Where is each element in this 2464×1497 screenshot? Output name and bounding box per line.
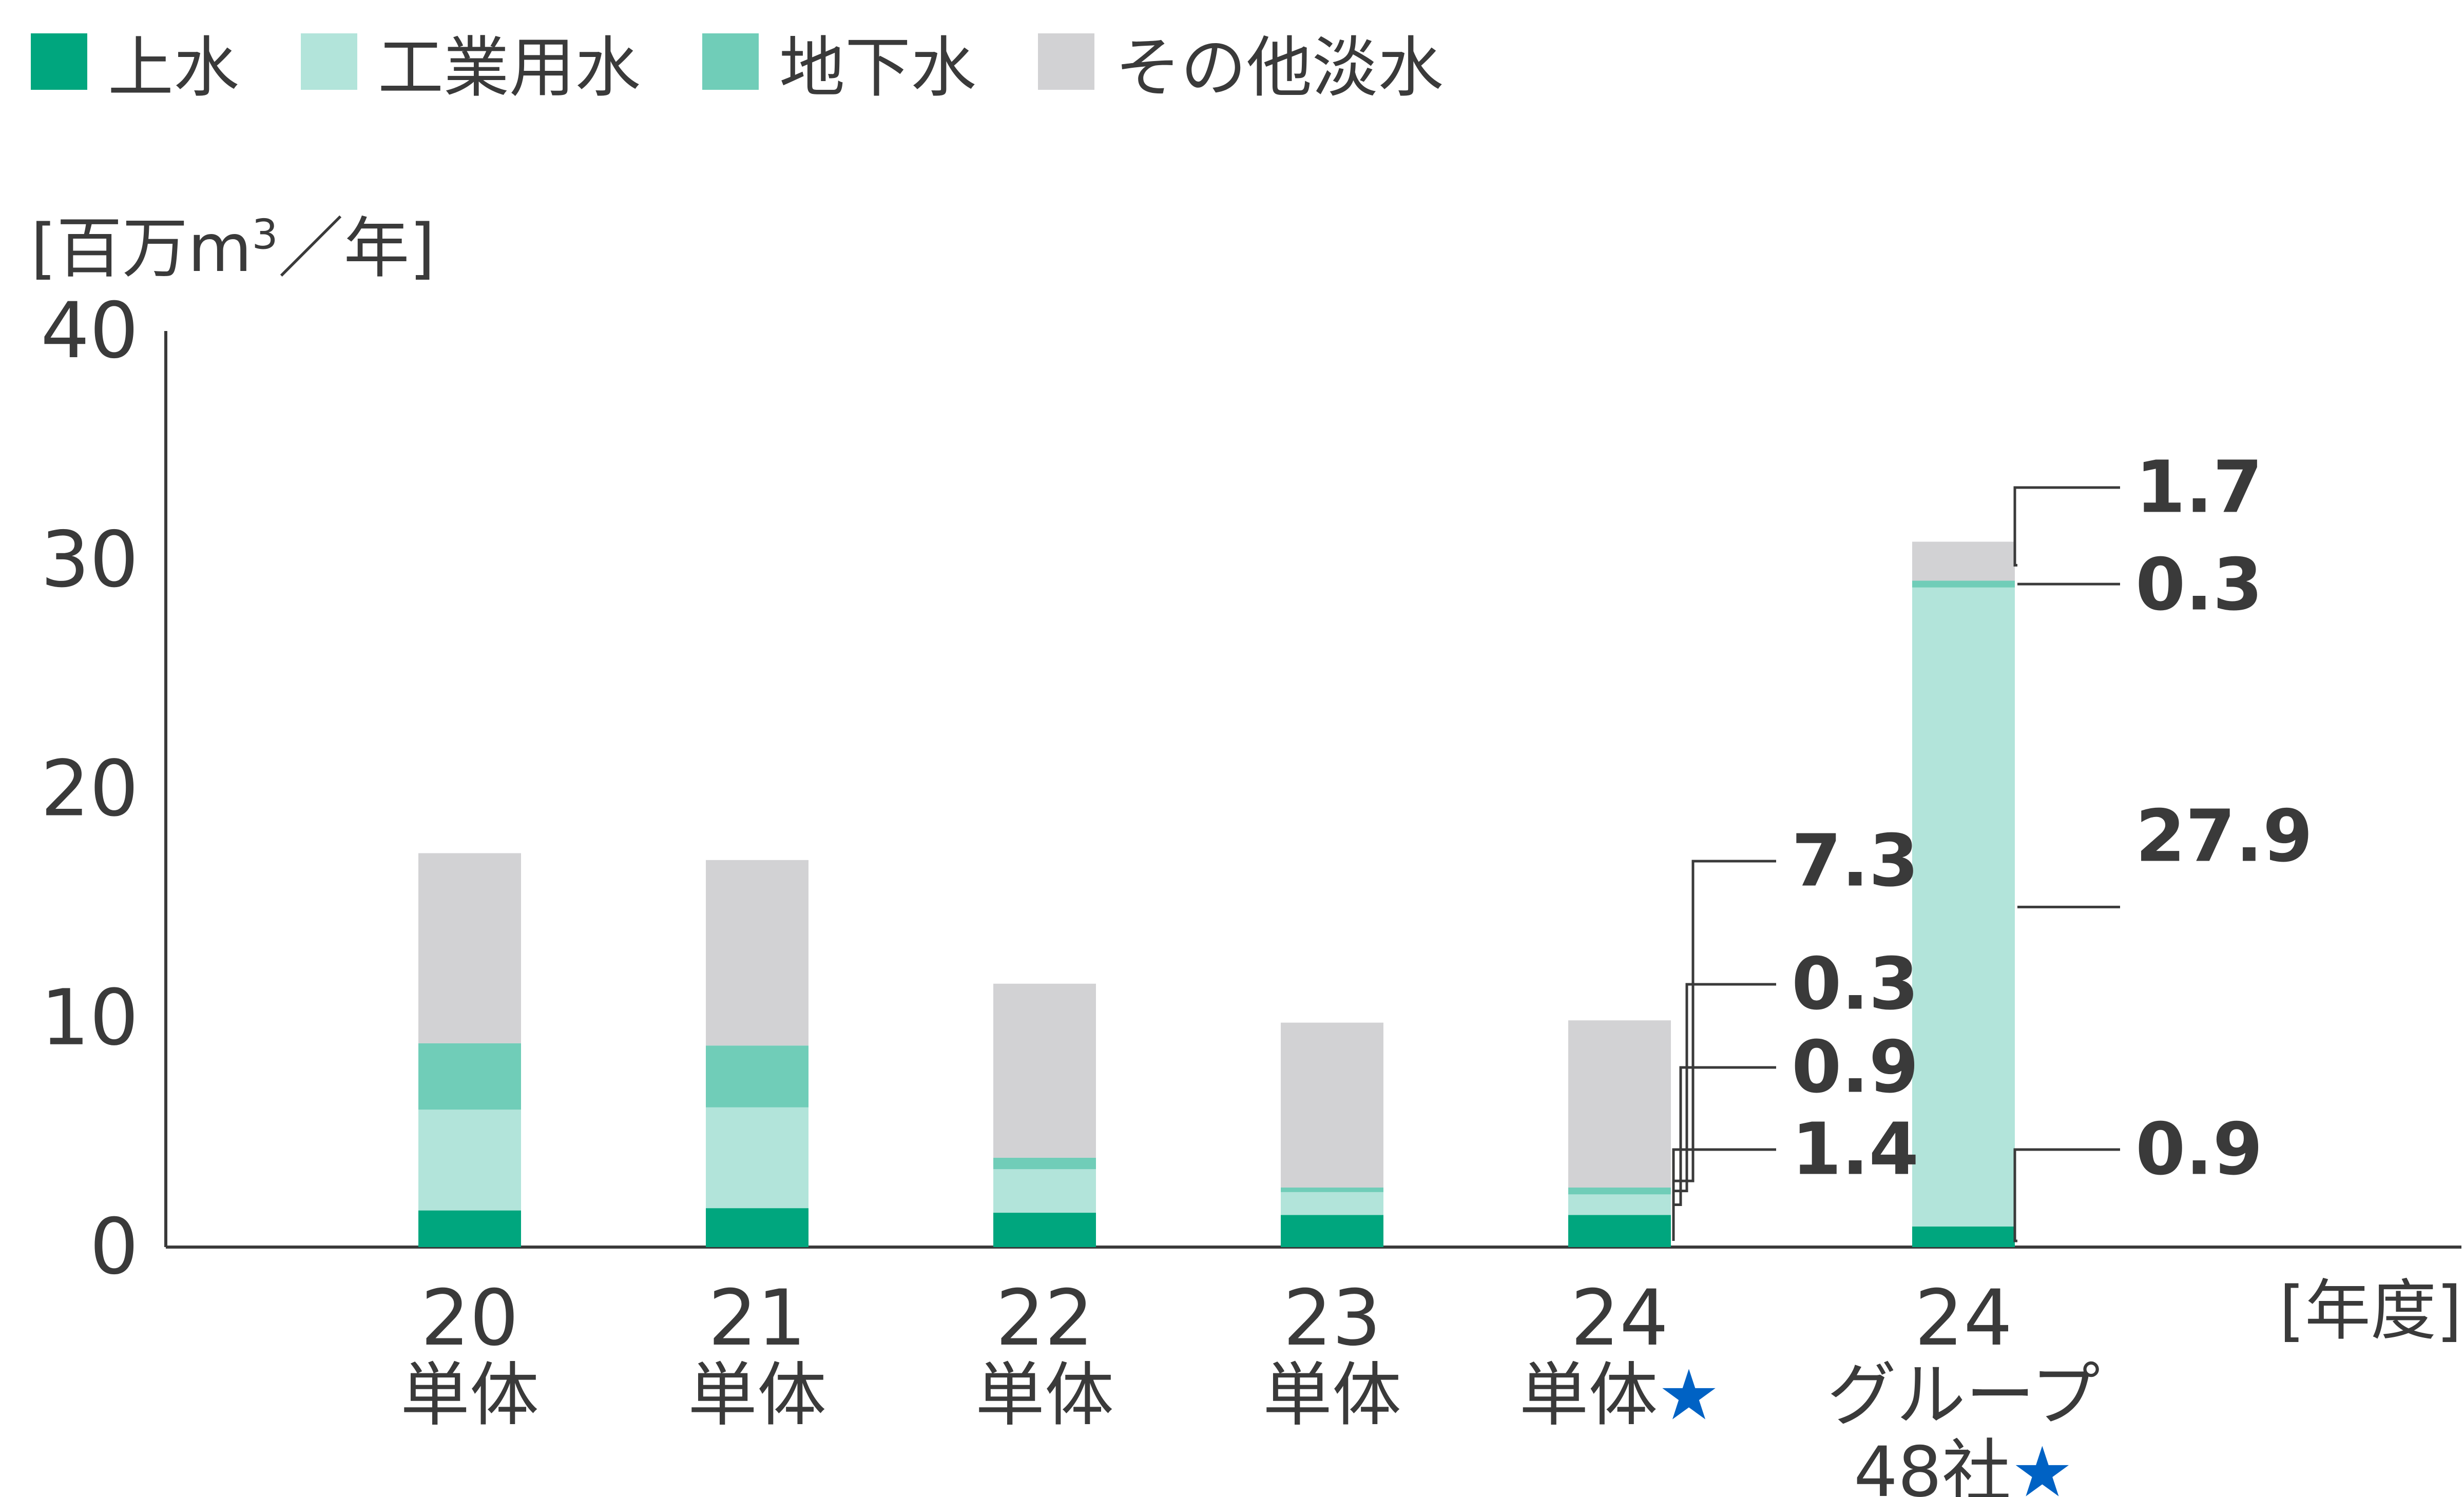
bar-segment [706,860,808,1046]
bar-segment [1568,1187,1671,1195]
legend: 上水 工業用水 地下水 その他淡水 [31,21,1505,106]
legend-label: 工業用水 [378,29,641,106]
x-tick-label: 単体 [975,1355,1114,1435]
y-unit-superscript: 3 [252,210,278,259]
bar-segment [993,983,1096,1158]
data-label: 1.7 [2135,446,2263,530]
legend-label: 上水 [108,29,240,106]
leader-line [1673,1066,1776,1206]
data-label: 27.9 [2135,795,2313,879]
y-tick-label: 30 [41,515,139,605]
bar-segment [1912,580,2015,588]
bar-segment [1568,1194,1671,1215]
bar-segment [1281,1192,1383,1215]
x-tick-label: 単体★ [1519,1355,1720,1435]
legend-item-industrial-water: 工業用水 [301,14,641,109]
leader-line [1673,860,1776,1182]
bar-segment [1281,1215,1383,1247]
x-tick-year: 24 [1571,1274,1669,1363]
legend-label: 地下水 [779,29,977,106]
bar-segment [1912,1226,2015,1247]
y-unit-close: ／年] [278,210,435,287]
legend-swatch [301,33,358,90]
y-axis-unit: [百万m3／年] [31,195,435,290]
bar-segment [1568,1215,1671,1247]
x-tick-year: 22 [996,1274,1094,1363]
y-unit-open: [百万m [31,210,252,287]
data-label: 7.3 [1792,820,1919,903]
bar-segment [1568,1020,1671,1188]
bar-segment [993,1169,1096,1213]
star-icon: ★ [1658,1355,1720,1435]
x-tick-year: 20 [421,1274,519,1363]
bar-segment [418,1043,521,1110]
bar-segment [706,1045,808,1107]
legend-item-groundwater: 地下水 [702,14,976,109]
bar-segment [993,1157,1096,1170]
x-tick-year: 24 [1915,1274,2013,1363]
bar-segment [706,1107,808,1209]
legend-swatch [31,33,87,90]
legend-swatch [1038,33,1095,90]
bar-segment [993,1213,1096,1247]
data-label: 0.9 [1792,1026,1919,1110]
x-tick-year: 21 [708,1274,806,1363]
leader-line [2013,1148,2120,1242]
x-tick-label: 48社★ [1854,1432,2073,1497]
bar-segment [1912,587,2015,1227]
y-tick-label: 0 [90,1202,139,1292]
legend-item-other-freshwater: その他淡水 [1038,14,1443,109]
legend-item-tap-water: 上水 [31,14,239,109]
x-tick-year: 23 [1283,1274,1381,1363]
data-label: 0.3 [1792,943,1919,1026]
data-label: 1.4 [1792,1108,1919,1192]
star-icon: ★ [2011,1432,2073,1497]
data-label: 0.9 [2135,1108,2263,1192]
data-label: 0.3 [2135,543,2263,627]
bar-segment [706,1208,808,1247]
x-axis-unit: [年度] [2279,1273,2462,1349]
y-tick-label: 40 [41,286,139,376]
bar-segment [418,1110,521,1211]
legend-swatch [702,33,759,90]
y-tick-label: 20 [41,745,139,834]
leader-line [1672,1148,1776,1241]
bar-segment [418,1210,521,1247]
bar-segment [1281,1022,1383,1188]
bar-segment [1912,541,2015,581]
leader-line [2013,486,2120,567]
y-tick-label: 10 [41,974,139,1063]
legend-label: その他淡水 [1115,29,1444,106]
bar-segment [418,853,521,1043]
x-tick-label: グループ [1827,1355,2100,1435]
x-tick-label: 単体 [688,1355,826,1435]
bar-segment [1281,1187,1383,1192]
x-tick-label: 単体 [400,1355,539,1435]
leader-line [1673,983,1776,1193]
x-tick-label: 単体 [1263,1355,1401,1435]
